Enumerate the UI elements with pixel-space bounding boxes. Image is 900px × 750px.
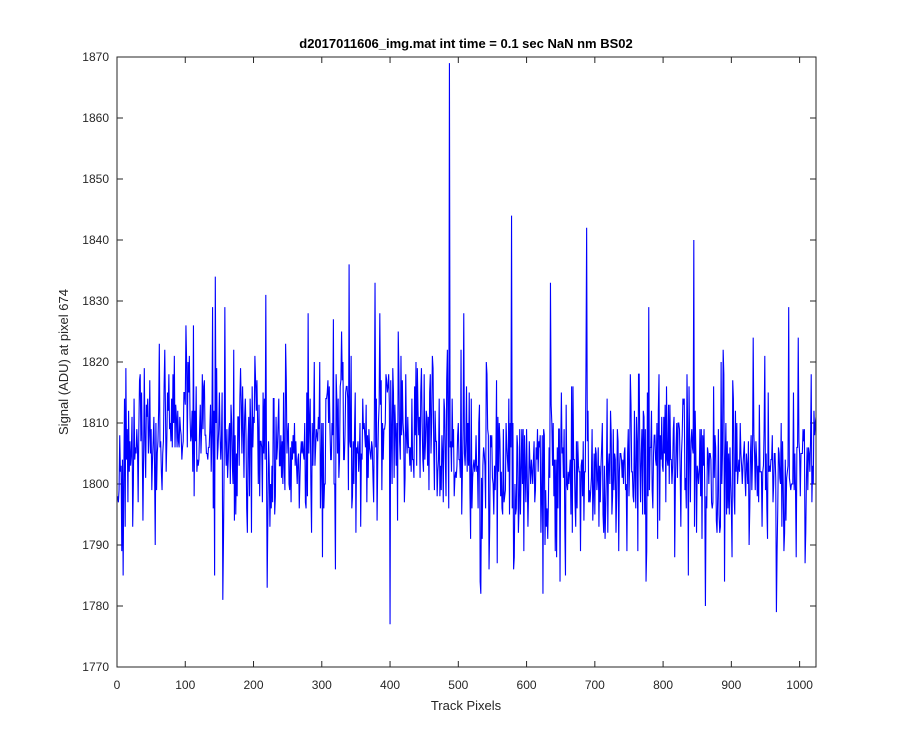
y-tick-label: 1860 (82, 111, 109, 125)
x-tick-label: 300 (312, 678, 332, 692)
series-line (117, 63, 816, 625)
plot-frame-top (116, 56, 817, 668)
x-tick-label: 200 (244, 678, 264, 692)
x-tick-label: 700 (585, 678, 605, 692)
x-tick-label: 400 (380, 678, 400, 692)
plot-area: 0 100 200 300 400 500 600 700 800 900 1000 1770 1780… (82, 50, 817, 692)
y-tick-label: 1800 (82, 477, 109, 491)
y-tick-label: 1870 (82, 50, 109, 64)
y-tick-label: 1780 (82, 599, 109, 613)
x-tick-label: 0 (114, 678, 121, 692)
plot-frame (116, 56, 817, 668)
chart-title: d2017011606_img.mat int time = 0.1 sec N… (299, 36, 632, 51)
y-tick-label: 1770 (82, 660, 109, 674)
x-tick-label: 600 (517, 678, 537, 692)
x-tick-label: 800 (653, 678, 673, 692)
x-tick-label: 900 (721, 678, 741, 692)
x-tick-label: 1000 (786, 678, 813, 692)
y-axis-label: Signal (ADU) at pixel 674 (56, 289, 71, 435)
x-tick-label: 500 (448, 678, 468, 692)
x-axis-label: Track Pixels (431, 698, 502, 713)
y-tick-label: 1820 (82, 355, 109, 369)
y-tick-label: 1830 (82, 294, 109, 308)
y-tick-label: 1840 (82, 233, 109, 247)
y-tick-label: 1850 (82, 172, 109, 186)
y-tick-label: 1810 (82, 416, 109, 430)
y-tick-label: 1790 (82, 538, 109, 552)
x-tick-label: 100 (175, 678, 195, 692)
